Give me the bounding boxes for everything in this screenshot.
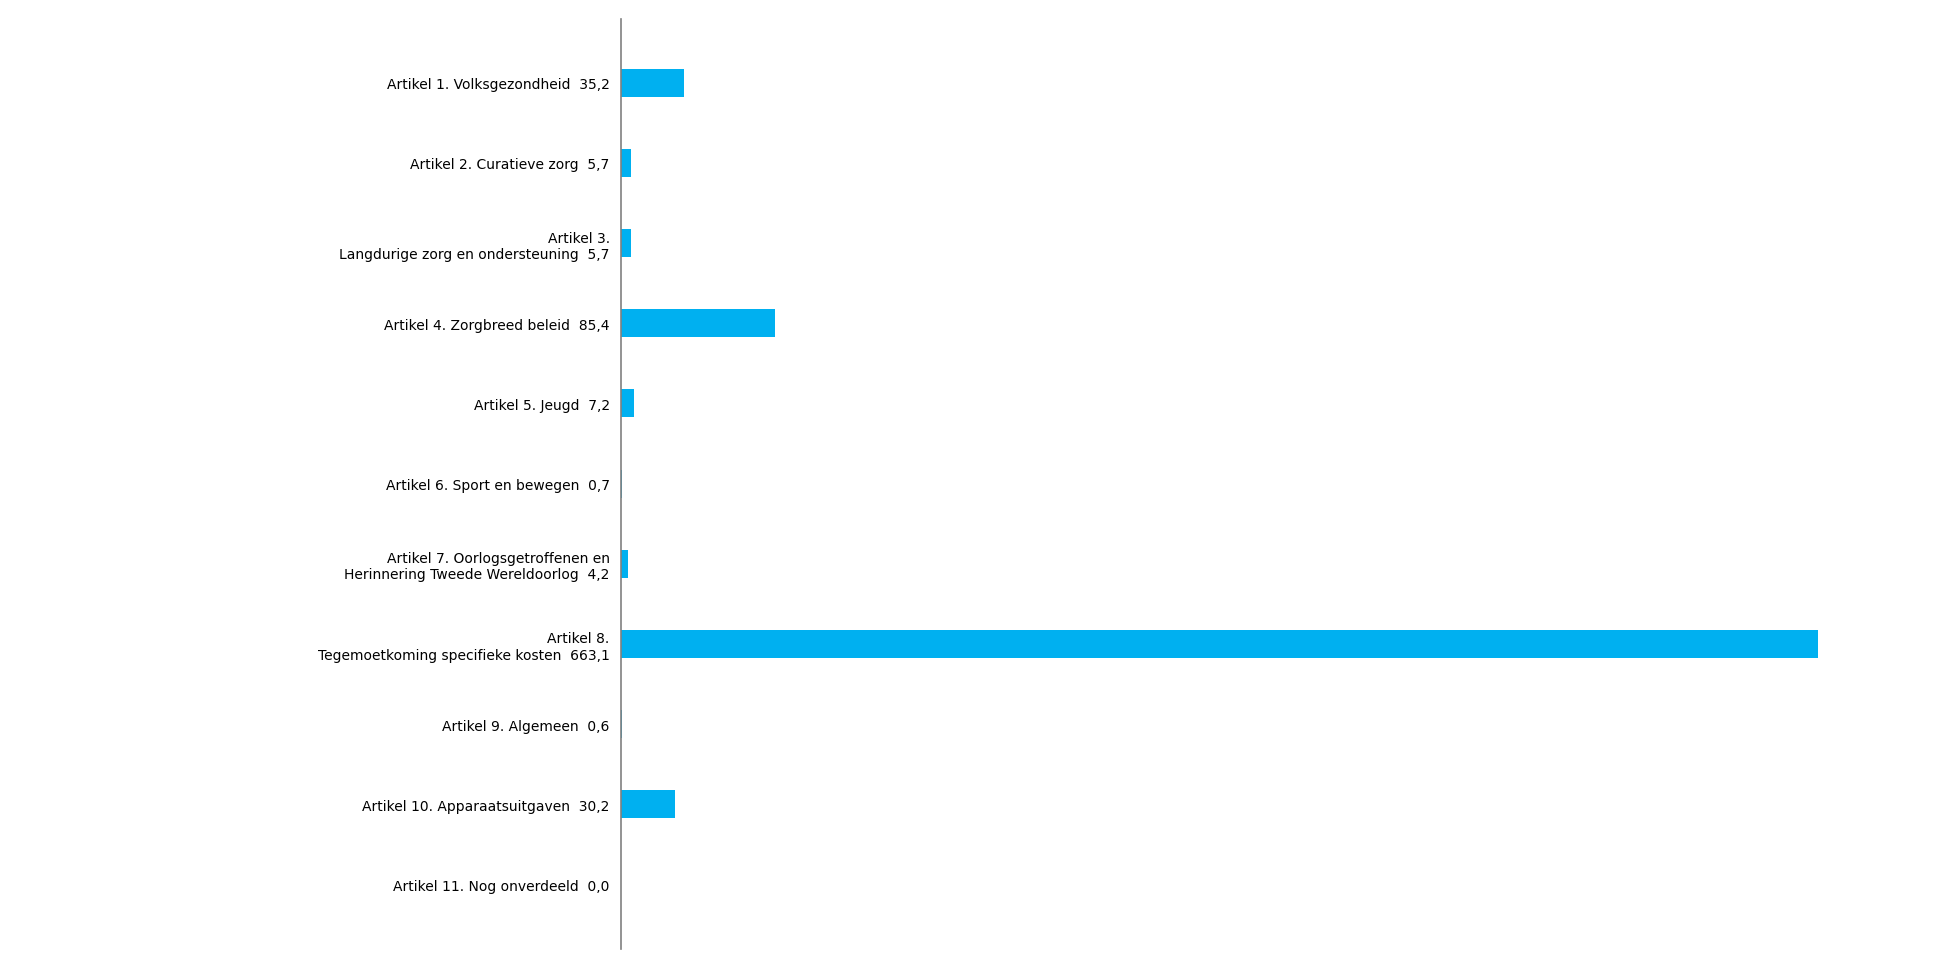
Bar: [620, 150, 630, 178]
Bar: [620, 390, 634, 418]
Bar: [620, 230, 630, 258]
Bar: [620, 630, 1817, 658]
Bar: [620, 790, 675, 819]
Bar: [620, 310, 774, 338]
Bar: [620, 69, 684, 98]
Bar: [620, 551, 628, 578]
